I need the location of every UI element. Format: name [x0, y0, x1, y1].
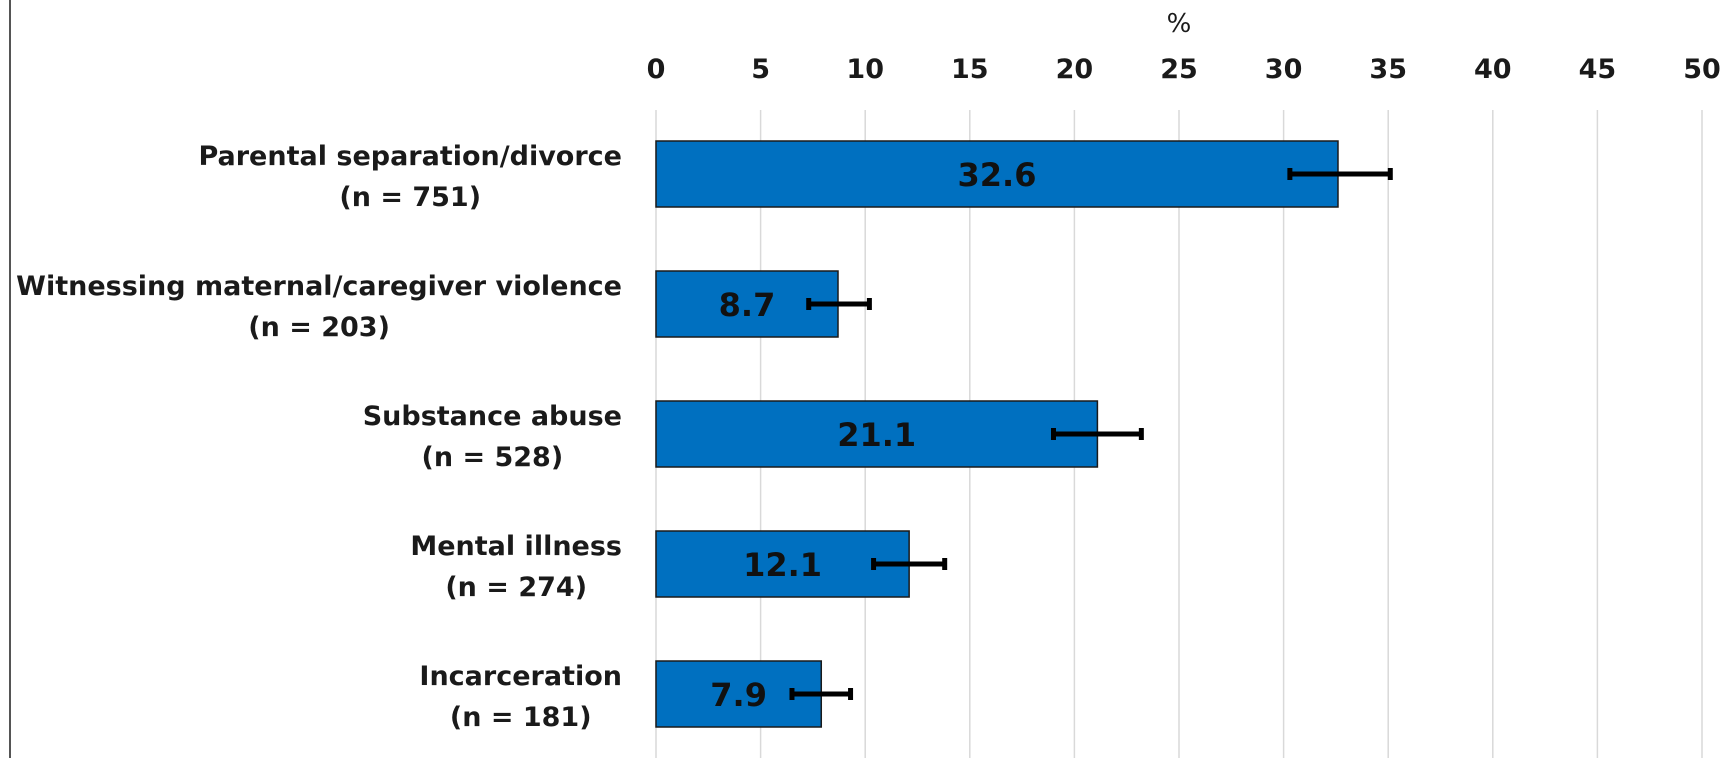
data-label: 8.7	[719, 286, 776, 324]
bar	[655, 530, 910, 598]
x-tick-label: 35	[1369, 54, 1407, 85]
category-label: Incarceration	[419, 661, 622, 692]
x-tick-label: 0	[647, 54, 666, 85]
data-label: 7.9	[710, 676, 767, 714]
x-axis-title: %	[1167, 9, 1192, 39]
category-label: Mental illness	[410, 531, 622, 562]
x-tick-label: 25	[1160, 54, 1198, 85]
category-label: Parental separation/divorce	[198, 141, 622, 172]
x-tick-label: 30	[1265, 54, 1303, 85]
x-tick-label: 50	[1683, 54, 1721, 85]
category-n-label: (n = 751)	[339, 182, 481, 213]
category-label: Substance abuse	[363, 401, 622, 432]
category-label: Witnessing maternal/caregiver violence	[16, 271, 622, 302]
data-label: 32.6	[958, 156, 1037, 194]
data-label: 21.1	[837, 416, 916, 454]
x-tick-label: 5	[751, 54, 770, 85]
category-n-label: (n = 181)	[450, 702, 592, 733]
bar	[655, 400, 1099, 468]
x-tick-label: 45	[1579, 54, 1617, 85]
data-label: 12.1	[743, 546, 822, 584]
category-n-label: (n = 528)	[422, 442, 564, 473]
category-n-label: (n = 274)	[445, 572, 587, 603]
x-tick-label: 20	[1056, 54, 1094, 85]
category-n-label: (n = 203)	[248, 312, 390, 343]
x-tick-label: 40	[1474, 54, 1512, 85]
bar	[655, 140, 1339, 208]
x-tick-label: 15	[951, 54, 989, 85]
x-tick-label: 10	[846, 54, 884, 85]
